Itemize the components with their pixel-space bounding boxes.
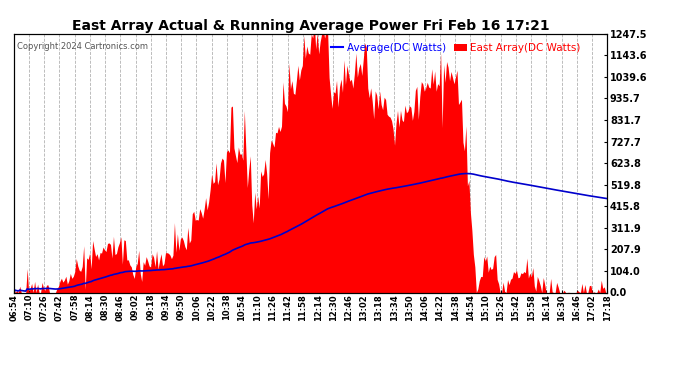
Legend: Average(DC Watts), East Array(DC Watts): Average(DC Watts), East Array(DC Watts) bbox=[327, 39, 584, 57]
Title: East Array Actual & Running Average Power Fri Feb 16 17:21: East Array Actual & Running Average Powe… bbox=[72, 19, 549, 33]
Text: Copyright 2024 Cartronics.com: Copyright 2024 Cartronics.com bbox=[17, 42, 148, 51]
